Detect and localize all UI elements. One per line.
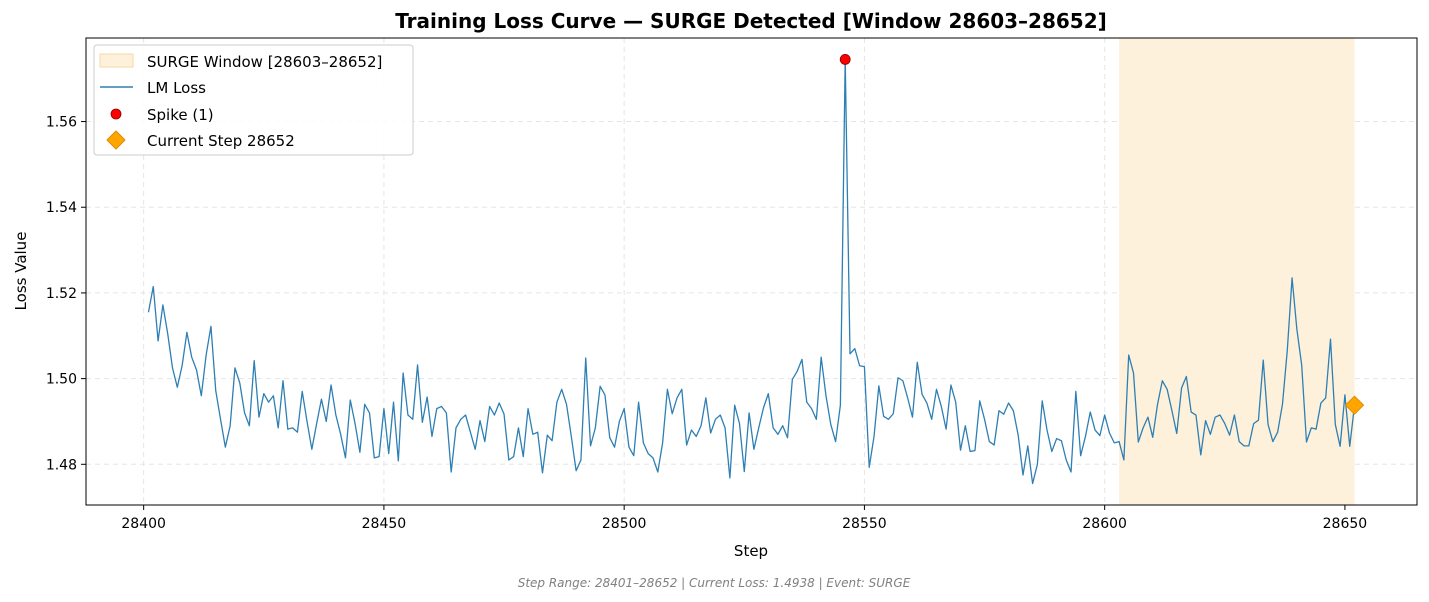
x-axis-ticks: 28400 28450 28500 28550 28600 28650 — [121, 505, 1367, 532]
x-tick-label: 28650 — [1323, 516, 1368, 532]
x-tick-label: 28500 — [602, 516, 647, 532]
legend: SURGE Window [28603–28652] LM Loss Spike… — [93, 44, 414, 156]
plot-area — [86, 38, 1417, 505]
legend-swatch-surge — [99, 53, 134, 68]
legend-label-loss: LM Loss — [147, 79, 206, 97]
current-step-marker — [1344, 395, 1365, 415]
plot-frame — [85, 37, 1418, 506]
legend-box — [93, 44, 414, 156]
x-tick-label: 28600 — [1082, 516, 1127, 532]
y-tick-label: 1.48 — [46, 457, 77, 473]
legend-label-surge: SURGE Window [28603–28652] — [147, 53, 382, 71]
y-tick-label: 1.52 — [46, 286, 77, 302]
chart-title: Training Loss Curve — SURGE Detected [Wi… — [395, 9, 1107, 33]
x-tick-label: 28550 — [842, 516, 887, 532]
y-tick-label: 1.50 — [46, 372, 77, 388]
y-tick-label: 1.56 — [46, 115, 77, 131]
spike-marker — [839, 54, 851, 65]
y-axis-label: Loss Value — [12, 232, 30, 311]
x-axis-label: Step — [734, 542, 768, 560]
surge-window-band — [1119, 38, 1355, 505]
legend-swatch-current — [106, 130, 126, 150]
y-axis-ticks: 1.48 1.50 1.52 1.54 1.56 — [46, 115, 86, 473]
legend-label-current: Current Step 28652 — [147, 132, 295, 150]
x-tick-label: 28450 — [362, 516, 407, 532]
legend-swatch-spike — [110, 108, 122, 120]
y-tick-label: 1.54 — [46, 200, 77, 216]
legend-label-spike: Spike (1) — [147, 106, 214, 124]
footer-caption: Step Range: 28401–28652 | Current Loss: … — [518, 576, 911, 590]
loss-line — [147, 58, 1356, 485]
x-tick-label: 28400 — [121, 516, 166, 532]
